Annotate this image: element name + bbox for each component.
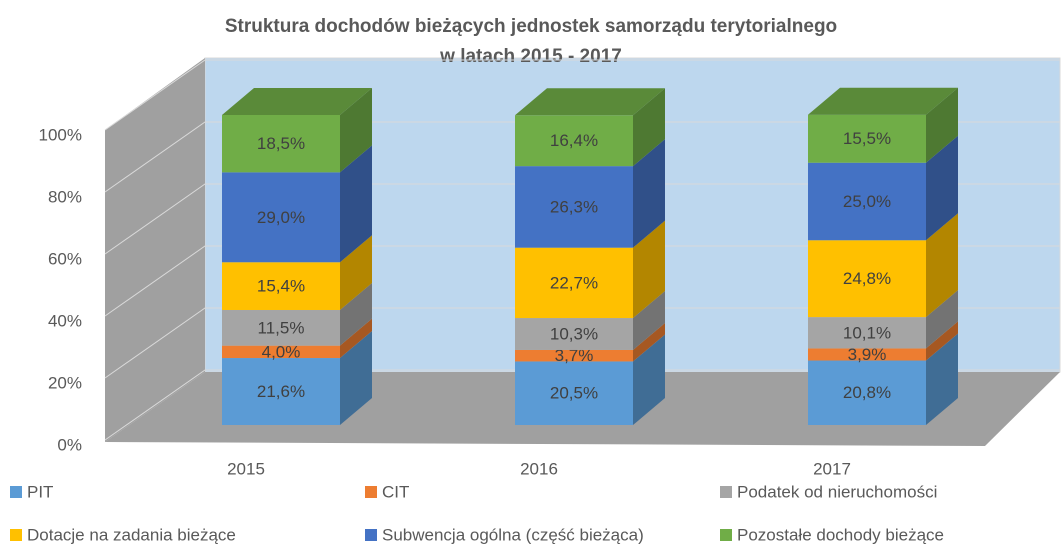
data-label: 20,5% — [550, 384, 598, 403]
data-label: 3,7% — [555, 346, 594, 365]
legend-swatch — [720, 486, 732, 498]
legend-swatch — [365, 486, 377, 498]
bar-side — [340, 318, 372, 359]
bar-side — [633, 220, 665, 319]
legend-label: PIT — [27, 482, 53, 501]
legend-label: CIT — [382, 482, 409, 501]
bar-side — [340, 282, 372, 346]
y-tick-label: 40% — [48, 311, 82, 330]
bar — [222, 115, 340, 173]
legend-label: Pozostałe dochody bieżące — [737, 525, 944, 544]
bar — [515, 166, 633, 248]
bar — [808, 240, 926, 318]
data-label: 25,0% — [843, 192, 891, 211]
bar-side — [633, 291, 665, 350]
grid-line — [104, 183, 1060, 255]
y-tick-label: 80% — [48, 187, 82, 206]
data-label: 24,8% — [843, 269, 891, 288]
bar-top — [808, 87, 958, 115]
bar — [222, 262, 340, 310]
data-label: 26,3% — [550, 197, 598, 216]
bar — [515, 361, 633, 425]
bar-side — [926, 333, 958, 425]
grid-line — [104, 307, 1060, 379]
bar-side — [340, 235, 372, 310]
data-label: 22,7% — [550, 273, 598, 292]
data-label: 4,0% — [262, 342, 301, 361]
data-label: 16,4% — [550, 131, 598, 150]
grid-line — [104, 245, 1060, 317]
data-label: 15,5% — [843, 129, 891, 148]
bar-side — [340, 88, 372, 173]
data-label: 11,5% — [258, 318, 305, 337]
side-wall — [105, 58, 205, 442]
chart-title: w latach 2015 - 2017 — [439, 46, 622, 67]
bar — [808, 348, 926, 361]
bar — [808, 360, 926, 425]
bar-side — [340, 145, 372, 263]
x-tick-label: 2015 — [227, 459, 265, 478]
bar-side — [926, 321, 958, 361]
bar-side — [926, 135, 958, 241]
bar — [222, 172, 340, 263]
bar — [808, 114, 926, 163]
y-tick-label: 0% — [57, 435, 82, 454]
bar — [515, 318, 633, 350]
legend-label: Dotacje na zadania bieżące — [27, 525, 236, 544]
data-label: 21,6% — [257, 382, 305, 401]
data-label: 10,3% — [550, 324, 598, 343]
bar — [515, 349, 633, 362]
y-tick-label: 20% — [48, 373, 82, 392]
y-tick-label: 60% — [48, 249, 82, 268]
bar — [808, 162, 926, 241]
chart-title: Struktura dochodów bieżących jednostek s… — [225, 16, 837, 37]
legend-label: Podatek od nieruchomości — [737, 482, 937, 501]
bar — [808, 317, 926, 349]
bar-side — [926, 213, 958, 318]
bar — [222, 309, 340, 346]
data-label: 18,5% — [257, 134, 305, 153]
bar-side — [926, 87, 958, 163]
bar-side — [633, 139, 665, 248]
legend-swatch — [365, 529, 377, 541]
bar — [222, 345, 340, 359]
legend-swatch — [720, 529, 732, 541]
grid-line — [104, 369, 1060, 441]
grid-line — [104, 121, 1060, 193]
legend-swatch — [10, 486, 22, 498]
bar — [222, 358, 340, 425]
bar-top — [222, 88, 372, 115]
data-label: 20,8% — [843, 383, 891, 402]
bar-side — [340, 331, 372, 425]
x-tick-label: 2017 — [813, 459, 851, 478]
data-label: 29,0% — [257, 208, 305, 227]
legend-label: Subwencja ogólna (część bieżąca) — [382, 525, 644, 544]
grid-line — [104, 59, 1060, 131]
bar-side — [633, 88, 665, 167]
bar — [515, 115, 633, 167]
bar-side — [633, 334, 665, 425]
x-tick-label: 2016 — [520, 459, 558, 478]
data-label: 3,9% — [848, 345, 887, 364]
bar-top — [515, 88, 665, 116]
bar-side — [633, 322, 665, 362]
y-tick-label: 100% — [39, 125, 82, 144]
bar — [515, 247, 633, 319]
bar-side — [926, 290, 958, 349]
legend-swatch — [10, 529, 22, 541]
data-label: 15,4% — [257, 277, 305, 296]
data-label: 10,1% — [843, 323, 891, 342]
